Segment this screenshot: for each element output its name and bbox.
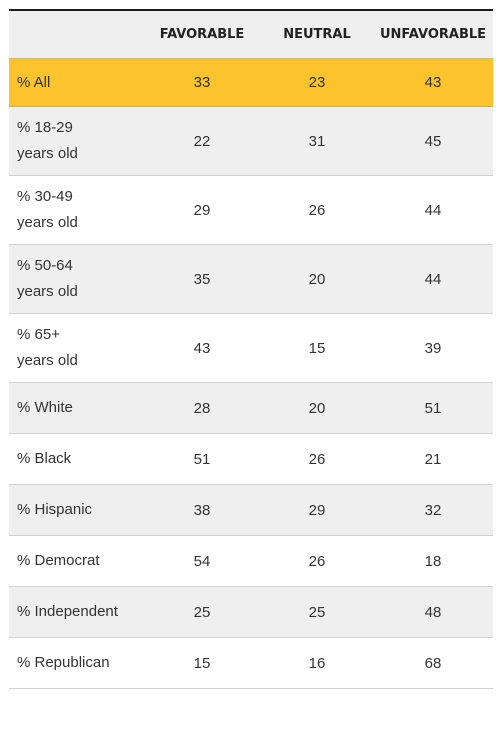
header-row: FAVORABLE NEUTRAL UNFAVORABLE [9, 11, 493, 59]
value-cell-favorable: 15 [143, 637, 261, 689]
table-row: % White 28 20 51 [9, 382, 493, 434]
value-cell-favorable: 33 [143, 58, 261, 107]
value-cell-unfavorable: 43 [373, 58, 493, 107]
table-row: % Independent 25 25 48 [9, 586, 493, 638]
value-cell-unfavorable: 68 [373, 637, 493, 689]
top-rule [9, 9, 493, 11]
value-cell-unfavorable: 18 [373, 535, 493, 587]
value-cell-neutral: 15 [261, 313, 373, 383]
value-cell-unfavorable: 21 [373, 433, 493, 485]
value-cell-favorable: 25 [143, 586, 261, 638]
value-cell-unfavorable: 51 [373, 382, 493, 434]
value-cell-unfavorable: 45 [373, 106, 493, 176]
value-cell-neutral: 31 [261, 106, 373, 176]
row-label: % Black [9, 433, 143, 485]
table-row: % Hispanic 38 29 32 [9, 484, 493, 536]
row-label: % 65+ years old [9, 313, 143, 383]
value-cell-neutral: 25 [261, 586, 373, 638]
favorability-table: FAVORABLE NEUTRAL UNFAVORABLE % All 33 23 4… [9, 11, 493, 689]
value-cell-unfavorable: 44 [373, 175, 493, 245]
table-row: % 50-64 years old 35 20 44 [9, 244, 493, 314]
value-cell-neutral: 26 [261, 535, 373, 587]
table-row: % 65+ years old 43 15 39 [9, 313, 493, 383]
row-label: % All [9, 58, 143, 107]
row-label: % Hispanic [9, 484, 143, 536]
row-label: % Democrat [9, 535, 143, 587]
value-cell-favorable: 29 [143, 175, 261, 245]
value-cell-neutral: 23 [261, 58, 373, 107]
value-cell-neutral: 16 [261, 637, 373, 689]
value-cell-favorable: 28 [143, 382, 261, 434]
table-row: % 18-29 years old 22 31 45 [9, 106, 493, 176]
value-cell-neutral: 29 [261, 484, 373, 536]
row-label: % Independent [9, 586, 143, 638]
value-cell-neutral: 26 [261, 175, 373, 245]
value-cell-favorable: 54 [143, 535, 261, 587]
row-label: % 50-64 years old [9, 244, 143, 314]
value-cell-neutral: 26 [261, 433, 373, 485]
table-row: % 30-49 years old 29 26 44 [9, 175, 493, 245]
table-body: % All 33 23 43% 18-29 years old 22 31 45% 30-49… [9, 58, 493, 689]
table-row: % Republican 15 16 68 [9, 637, 493, 689]
value-cell-favorable: 51 [143, 433, 261, 485]
header-cell-neutral: NEUTRAL [261, 11, 373, 59]
table-row: % Black 51 26 21 [9, 433, 493, 485]
value-cell-favorable: 38 [143, 484, 261, 536]
row-label: % 18-29 years old [9, 106, 143, 176]
header-cell-unfavorable: UNFAVORABLE [373, 11, 493, 59]
value-cell-favorable: 43 [143, 313, 261, 383]
value-cell-unfavorable: 44 [373, 244, 493, 314]
value-cell-favorable: 22 [143, 106, 261, 176]
value-cell-unfavorable: 32 [373, 484, 493, 536]
value-cell-unfavorable: 39 [373, 313, 493, 383]
value-cell-neutral: 20 [261, 244, 373, 314]
row-label: % Republican [9, 637, 143, 689]
value-cell-unfavorable: 48 [373, 586, 493, 638]
table-row: % Democrat 54 26 18 [9, 535, 493, 587]
header-cell-label [9, 11, 143, 59]
row-label: % White [9, 382, 143, 434]
table-row: % All 33 23 43 [9, 58, 493, 107]
value-cell-favorable: 35 [143, 244, 261, 314]
row-label: % 30-49 years old [9, 175, 143, 245]
value-cell-neutral: 20 [261, 382, 373, 434]
header-cell-favorable: FAVORABLE [143, 11, 261, 59]
